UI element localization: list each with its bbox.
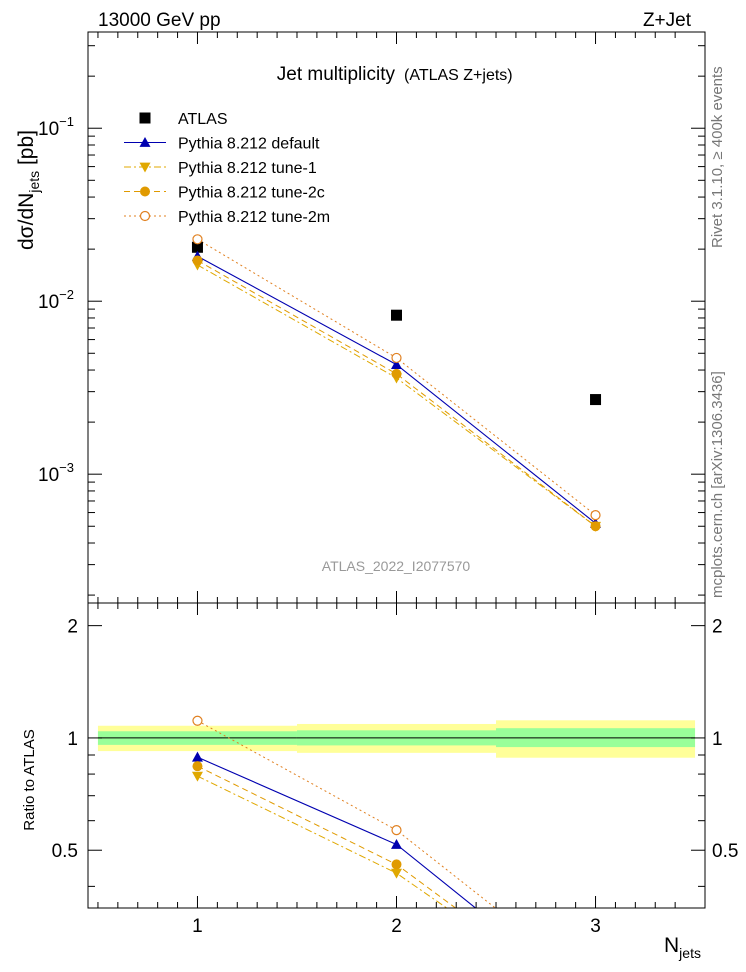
process-label: Z+Jet [643, 10, 692, 31]
main-line-2 [197, 264, 596, 527]
ratio-ytick-label-right-2: 2 [712, 617, 723, 638]
main-series-markers [191, 234, 602, 532]
ratio-point-s3-x2 [391, 825, 402, 836]
x-tick-label-2: 3 [590, 916, 601, 937]
main-point-s0-x3 [590, 394, 602, 406]
x-tick-label-0: 1 [192, 916, 203, 937]
ratio-point-s3-x1 [192, 715, 203, 726]
ratio-ytick-label-0: 0.5 [52, 841, 78, 862]
ratio-bands [97, 720, 696, 758]
legend-label-0: ATLAS [178, 111, 228, 128]
rivet-label: Rivet 3.1.10, ≥ 400k events [709, 66, 726, 248]
ratio-point-s0-x1 [191, 751, 203, 762]
main-point-s3-x3 [590, 521, 601, 532]
ratio-point-s2-x1 [192, 761, 203, 772]
x-tick-label-1: 2 [391, 916, 402, 937]
ratio-ylabel: Ratio to ATLAS [21, 729, 38, 830]
main-ytick-label-2: 10−1 [38, 114, 74, 140]
main-point-s4-x2 [391, 352, 402, 364]
main-point-s4-x3 [590, 510, 601, 521]
legend-label-3: Pythia 8.212 tune-2c [178, 185, 325, 202]
x-axis-label: Njets [664, 934, 701, 961]
legend-marker-1 [139, 137, 151, 147]
chart-title: Jet multiplicity [277, 64, 396, 85]
main-point-s1-x2 [391, 359, 402, 370]
main-point-s3-x2 [391, 368, 402, 379]
ratio-point-s1-x1 [191, 771, 203, 782]
main-point-s0-x1 [191, 241, 203, 253]
ratio-frame: 1 2 3 0.5 0.5 1 1 2 2 [52, 602, 738, 937]
legend-marker-4 [139, 210, 151, 222]
legend-label-4: Pythia 8.212 tune-2m [178, 209, 330, 226]
ratio-point-s1-x2 [391, 868, 402, 879]
legend-label-1: Pythia 8.212 default [178, 136, 320, 153]
main-ylabel: dσ/dNjets [pb] [15, 130, 42, 250]
main-line-1 [197, 255, 596, 524]
chart-subtitle: (ATLAS Z+jets) [404, 67, 513, 84]
ratio-point-s2-x2 [391, 859, 402, 870]
main-ytick-label-1: 10−2 [38, 287, 74, 313]
main-line-3 [197, 260, 596, 527]
main-ytick-label-0: 10−3 [38, 460, 74, 486]
ratio-series-markers [191, 715, 402, 879]
legend-marker-0 [139, 112, 151, 124]
main-point-s4-x1 [192, 234, 203, 245]
main-point-s3-x1 [192, 255, 203, 266]
ratio-line-3 [197, 720, 497, 908]
analysis-watermark: ATLAS_2022_I2077570 [322, 558, 471, 574]
legend: ATLAS Pythia 8.212 default Pythia 8.212 tu… [124, 111, 330, 226]
ratio-ytick-label-right-0: 0.5 [712, 841, 738, 862]
legend-marker-3 [140, 186, 150, 197]
legend-marker-2 [139, 162, 151, 173]
ratio-point-s0-x2 [391, 838, 402, 849]
mcplots-label: mcplots.cern.ch [arXiv:1306.3436] [709, 371, 726, 598]
ratio-ytick-label-right-1: 1 [712, 729, 723, 750]
ratio-ytick-label-2: 2 [67, 617, 78, 638]
legend-label-2: Pythia 8.212 tune-1 [178, 160, 317, 177]
main-point-s0-x2 [391, 309, 402, 321]
ratio-ytick-label-1: 1 [67, 729, 78, 750]
energy-label: 13000 GeV pp [98, 10, 221, 31]
main-frame: 10−3 10−2 10−1 [38, 31, 706, 604]
